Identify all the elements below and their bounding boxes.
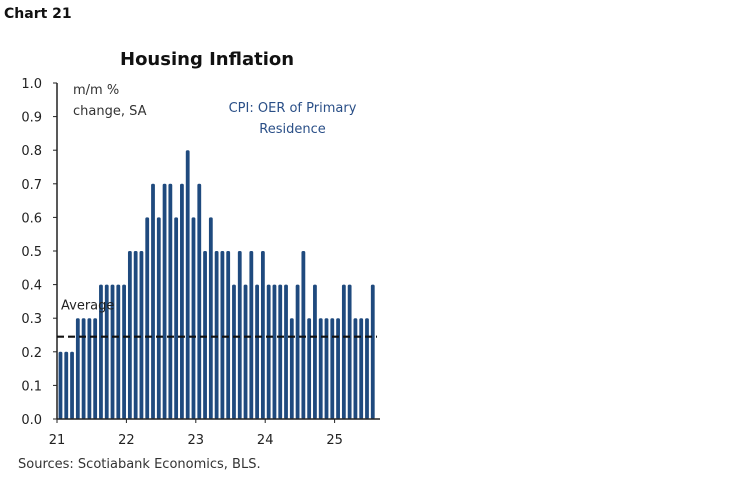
bar (336, 318, 340, 419)
bar (370, 284, 375, 419)
bar (75, 318, 80, 419)
bar (191, 217, 196, 419)
bar (162, 183, 167, 419)
y-tick-label: 0.6 (21, 211, 42, 226)
x-tick-label: 25 (326, 433, 343, 448)
y-tick-label: 0.9 (21, 111, 42, 126)
bar (307, 318, 312, 419)
bar (104, 284, 109, 419)
source-note: Sources: Scotiabank Economics, BLS. (18, 457, 261, 472)
series-label-line: CPI: OER of Primary (228, 101, 357, 116)
y-axis-label-line: m/m % (73, 83, 120, 98)
y-tick-label: 1.0 (21, 77, 42, 92)
chart-title: Housing Inflation (120, 49, 295, 70)
bar (185, 150, 190, 419)
y-tick-label: 0.4 (21, 279, 42, 294)
bar (87, 318, 92, 419)
bar (272, 284, 277, 419)
bar (353, 318, 358, 419)
bar (145, 217, 150, 419)
bar (284, 284, 288, 419)
bar (174, 217, 179, 419)
bar (64, 351, 69, 419)
bar (168, 183, 173, 419)
bar (139, 251, 144, 419)
bar (151, 183, 155, 419)
series-label: CPI: OER of Primary Residence (210, 98, 375, 140)
bar (318, 318, 323, 419)
bar (81, 318, 86, 419)
bar (127, 251, 132, 419)
bar (203, 251, 207, 419)
bar (70, 351, 74, 419)
bar (156, 217, 161, 419)
bar (93, 318, 98, 419)
y-axis-label-line: change, SA (73, 104, 147, 119)
y-axis-label: m/m % change, SA (73, 80, 147, 122)
y-tick-label: 0.3 (21, 312, 42, 327)
bar (313, 284, 317, 419)
bar (249, 251, 254, 419)
bar (180, 183, 184, 419)
bar (99, 284, 103, 419)
series-label-line: Residence (259, 122, 326, 137)
bar (266, 284, 271, 419)
y-tick-label: 0.8 (21, 144, 42, 159)
bar (208, 217, 213, 419)
bar (365, 318, 369, 419)
bar (122, 284, 126, 419)
x-tick-label: 24 (257, 433, 274, 448)
y-tick-label: 0.5 (21, 245, 42, 260)
bar (197, 183, 202, 419)
bar (295, 284, 300, 419)
bar (330, 318, 335, 419)
bar (214, 251, 219, 419)
bar (341, 284, 346, 419)
bar (232, 284, 236, 419)
bar (110, 284, 115, 419)
bar (324, 318, 329, 419)
chart-number: Chart 21 (4, 6, 72, 22)
bar (243, 284, 248, 419)
y-tick-label: 0.7 (21, 178, 42, 193)
bar (359, 318, 364, 419)
x-tick-label: 22 (118, 433, 135, 448)
y-tick-label: 0.2 (21, 346, 42, 361)
bar (278, 284, 283, 419)
average-label: Average (61, 299, 114, 314)
x-tick-label: 21 (49, 433, 66, 448)
y-tick-label: 0.1 (21, 379, 42, 394)
x-tick-label: 23 (188, 433, 205, 448)
bar (116, 284, 121, 419)
bar (301, 251, 306, 419)
bar (289, 318, 294, 419)
bar (255, 284, 260, 419)
bar (226, 251, 231, 419)
bar (58, 351, 63, 419)
bar (260, 251, 265, 419)
bar (347, 284, 352, 419)
bar (220, 251, 225, 419)
y-tick-label: 0.0 (21, 413, 42, 428)
bar (133, 251, 138, 419)
bar (237, 251, 242, 419)
